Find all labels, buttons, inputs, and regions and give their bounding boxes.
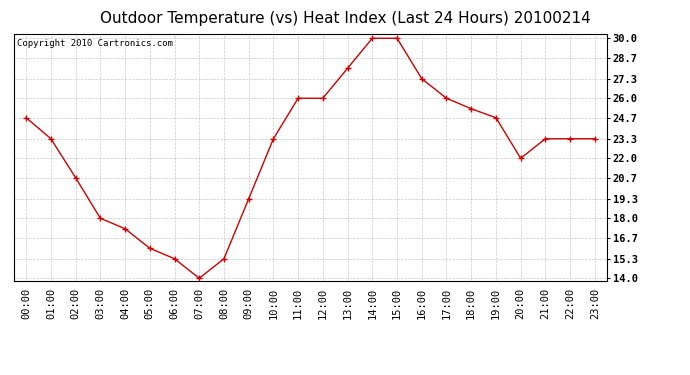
- Text: Copyright 2010 Cartronics.com: Copyright 2010 Cartronics.com: [17, 39, 172, 48]
- Text: Outdoor Temperature (vs) Heat Index (Last 24 Hours) 20100214: Outdoor Temperature (vs) Heat Index (Las…: [99, 11, 591, 26]
